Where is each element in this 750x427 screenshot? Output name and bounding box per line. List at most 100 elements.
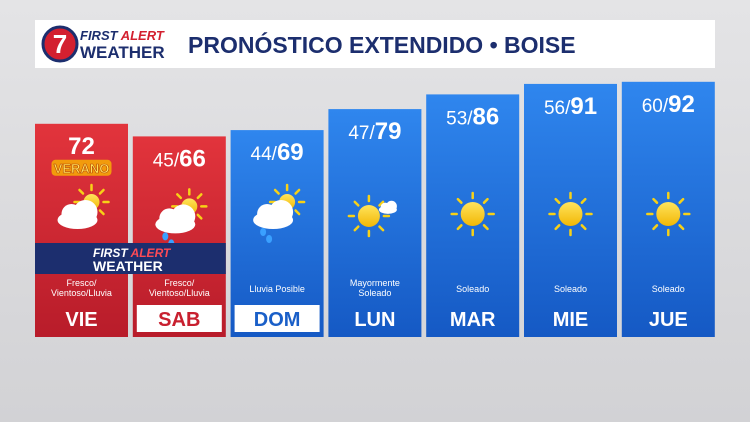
- banner-text: FIRST ALERT: [93, 246, 172, 260]
- day-label: DOM: [254, 309, 301, 331]
- description: Mayormente: [350, 278, 400, 288]
- description: Vientoso/Lluvia: [149, 288, 210, 298]
- sun-ray: [482, 224, 489, 231]
- header-bar: [35, 20, 715, 68]
- sun-ray: [196, 193, 203, 200]
- day-label-box: [234, 305, 320, 332]
- cloud: [57, 200, 98, 229]
- sun: [357, 205, 380, 227]
- day-label: MIE: [553, 309, 589, 331]
- high-temp: 86: [473, 103, 500, 130]
- sun-ray: [353, 225, 360, 232]
- badge-bg: [51, 159, 112, 176]
- cloud-part: [73, 200, 98, 224]
- logo-alert: ALERT: [120, 28, 165, 43]
- sun-ray: [678, 197, 685, 204]
- sun-ray: [176, 193, 183, 200]
- sun-ray: [78, 188, 85, 195]
- sun-ray: [456, 197, 463, 204]
- cloud-part: [269, 200, 294, 224]
- sun-ray: [353, 200, 360, 207]
- sun-ray: [98, 188, 105, 195]
- description: Soleado: [652, 284, 685, 294]
- temperature: 56/91: [544, 93, 597, 120]
- sun: [460, 202, 485, 226]
- separator: /: [369, 123, 375, 144]
- logo-text: FIRST ALERT: [80, 28, 165, 43]
- sun-ray: [196, 213, 203, 220]
- logo-first: FIRST: [80, 28, 119, 43]
- banner-weather: WEATHER: [93, 258, 163, 274]
- badge: VERANO: [54, 161, 110, 176]
- banner-first: FIRST: [93, 246, 129, 260]
- rain-drop: [266, 235, 273, 243]
- high-temp: 79: [375, 118, 402, 145]
- sun-ray: [554, 224, 561, 231]
- sun-ray: [652, 197, 659, 204]
- separator: /: [272, 144, 278, 165]
- day-label-box: [136, 305, 222, 332]
- rain-drop: [260, 228, 267, 236]
- high-temp: 69: [277, 139, 304, 166]
- low-temp: 44: [251, 144, 273, 165]
- cloud-part: [386, 200, 397, 212]
- high-temp: 66: [179, 145, 206, 172]
- temperature: 47/79: [348, 118, 401, 145]
- description: Fresco/: [164, 278, 195, 288]
- cloud: [155, 204, 196, 234]
- banner: [35, 243, 226, 274]
- day-column: [230, 130, 324, 337]
- cloud: [378, 200, 397, 214]
- sun-ray: [98, 209, 105, 216]
- sun-ray: [482, 197, 489, 204]
- description: Soleado: [554, 284, 587, 294]
- sun-ray: [580, 197, 587, 204]
- day-label: VIE: [65, 309, 97, 331]
- temperature: 45/66: [153, 145, 206, 172]
- separator: /: [174, 150, 180, 171]
- low-temp: 53: [446, 108, 467, 129]
- sun-ray: [554, 197, 561, 204]
- low-temp: 56: [544, 98, 565, 119]
- sun: [558, 202, 583, 226]
- sun-ray: [273, 188, 280, 195]
- day-label: SAB: [158, 309, 200, 331]
- day-column: [132, 136, 226, 337]
- logo-weather: WEATHER: [80, 43, 165, 62]
- logo-circle: [41, 25, 79, 63]
- sun-ray: [294, 188, 301, 195]
- description: Soleado: [358, 288, 391, 298]
- low-temp: 45: [153, 150, 174, 171]
- separator: /: [565, 98, 571, 119]
- temperature: 60/92: [642, 91, 695, 118]
- high-temp: 72: [68, 133, 95, 160]
- day-label: JUE: [649, 309, 688, 331]
- description: Vientoso/Lluvia: [51, 288, 112, 298]
- rain-drop: [162, 232, 169, 241]
- day-column: [35, 123, 128, 337]
- sun-ray: [678, 224, 685, 231]
- columns: 72VERANOFresco/Vientoso/LluviaVIE45/66Fr…: [35, 81, 715, 338]
- description: Lluvia Posible: [249, 284, 305, 294]
- sun-ray: [580, 224, 587, 231]
- low-temp: 47: [348, 123, 369, 144]
- temperature: 53/86: [446, 103, 499, 130]
- cloud: [253, 200, 294, 229]
- description: Soleado: [456, 284, 489, 294]
- sun-ray: [378, 200, 385, 207]
- cloud-part: [171, 204, 196, 229]
- banner-alert: ALERT: [130, 246, 172, 260]
- day-label: MAR: [450, 309, 496, 331]
- title: PRONÓSTICO EXTENDIDO • BOISE: [188, 31, 576, 58]
- separator: /: [663, 96, 669, 117]
- logo-number: 7: [53, 29, 67, 59]
- description: Fresco/: [66, 278, 97, 288]
- temperature: 44/69: [251, 139, 304, 166]
- sun-ray: [378, 225, 385, 232]
- sun: [656, 202, 681, 226]
- high-temp: 92: [668, 91, 695, 118]
- low-temp: 60: [642, 96, 663, 117]
- sun-ray: [294, 209, 301, 216]
- sun-ray: [456, 224, 463, 231]
